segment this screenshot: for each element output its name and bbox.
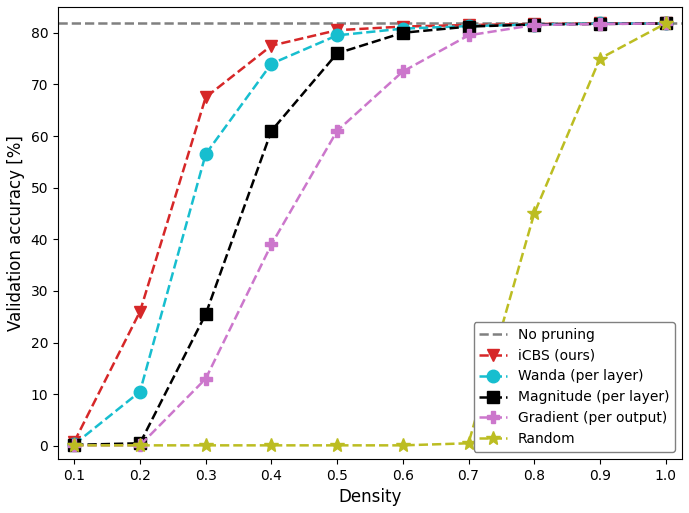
Wanda (per layer)	[596, 21, 604, 27]
Gradient (per output)	[464, 32, 473, 38]
Y-axis label: Validation accuracy [%]: Validation accuracy [%]	[7, 135, 25, 331]
Gradient (per output)	[70, 442, 79, 448]
Wanda (per layer)	[70, 441, 79, 447]
Wanda (per layer)	[267, 61, 276, 67]
iCBS (ours)	[267, 43, 276, 49]
iCBS (ours)	[136, 308, 144, 314]
Line: Wanda (per layer): Wanda (per layer)	[68, 17, 672, 450]
Gradient (per output)	[202, 376, 210, 382]
Gradient (per output)	[399, 68, 407, 74]
Line: Magnitude (per layer): Magnitude (per layer)	[69, 18, 671, 450]
Magnitude (per layer)	[202, 311, 210, 317]
iCBS (ours)	[399, 24, 407, 30]
iCBS (ours)	[70, 439, 79, 445]
Magnitude (per layer)	[267, 128, 276, 134]
Random	[661, 21, 670, 27]
Gradient (per output)	[530, 22, 538, 28]
Wanda (per layer)	[464, 23, 473, 29]
Gradient (per output)	[333, 128, 341, 134]
Magnitude (per layer)	[136, 440, 144, 446]
iCBS (ours)	[333, 27, 341, 33]
Gradient (per output)	[596, 21, 604, 27]
Wanda (per layer)	[333, 32, 341, 38]
Wanda (per layer)	[136, 388, 144, 394]
Random	[333, 442, 341, 448]
Magnitude (per layer)	[596, 21, 604, 27]
X-axis label: Density: Density	[338, 488, 402, 506]
Gradient (per output)	[661, 21, 670, 27]
Magnitude (per layer)	[70, 442, 79, 448]
Line: iCBS (ours): iCBS (ours)	[69, 18, 671, 447]
Wanda (per layer)	[661, 21, 670, 27]
iCBS (ours)	[661, 21, 670, 27]
Random	[464, 440, 473, 446]
Magnitude (per layer)	[333, 50, 341, 56]
Wanda (per layer)	[399, 26, 407, 32]
Random	[399, 442, 407, 448]
iCBS (ours)	[464, 22, 473, 28]
Random	[202, 442, 210, 448]
Gradient (per output)	[267, 242, 276, 248]
Magnitude (per layer)	[661, 21, 670, 27]
Random	[136, 442, 144, 448]
Random	[596, 55, 604, 62]
Magnitude (per layer)	[464, 24, 473, 30]
Wanda (per layer)	[530, 22, 538, 28]
Magnitude (per layer)	[399, 30, 407, 36]
iCBS (ours)	[530, 21, 538, 27]
iCBS (ours)	[202, 94, 210, 101]
Random	[530, 210, 538, 216]
iCBS (ours)	[596, 21, 604, 27]
Line: Random: Random	[68, 16, 672, 452]
Gradient (per output)	[136, 442, 144, 448]
Wanda (per layer)	[202, 151, 210, 157]
Random	[70, 442, 79, 448]
Random	[267, 442, 276, 448]
Line: Gradient (per output): Gradient (per output)	[69, 18, 671, 451]
Magnitude (per layer)	[530, 22, 538, 28]
Legend: No pruning, iCBS (ours), Wanda (per layer), Magnitude (per layer), Gradient (per: No pruning, iCBS (ours), Wanda (per laye…	[473, 322, 675, 452]
